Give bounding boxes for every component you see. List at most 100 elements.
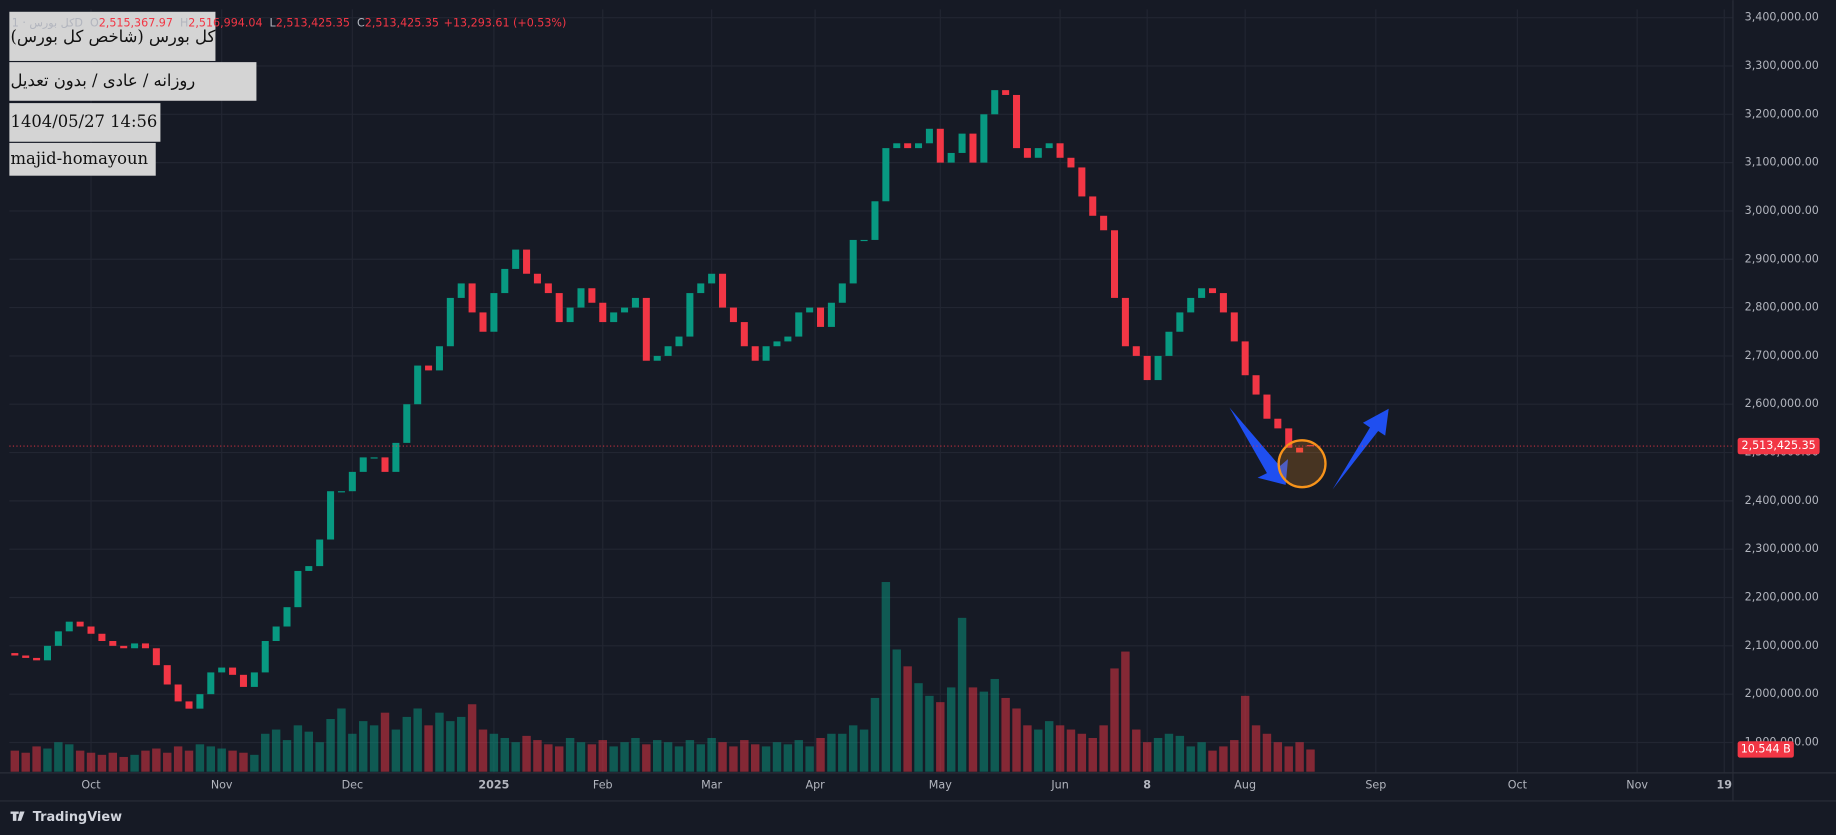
volume-bar (359, 721, 368, 772)
candle-body (1132, 346, 1140, 356)
volume-bar (1001, 697, 1010, 772)
candle-body (751, 346, 759, 361)
volume-bar (652, 740, 662, 772)
note-box (9, 142, 156, 176)
candle-body (305, 566, 313, 571)
candle-body (1208, 288, 1217, 294)
candle-body (425, 365, 433, 371)
volume-bar (1023, 725, 1032, 772)
candle-body (523, 249, 531, 274)
legend: کل بورس · 1D O2,515,367.97 H2,516,994.04 L2… (12, 16, 567, 29)
candle-body (860, 239, 868, 242)
volume-bar (990, 678, 999, 772)
volume-pane (10, 582, 1315, 772)
candle-body (1198, 288, 1206, 298)
volume-bar (86, 752, 96, 772)
volume-bar (54, 742, 63, 772)
candle-body (141, 643, 149, 649)
candle-body (1296, 447, 1304, 453)
candle-body (849, 239, 857, 284)
candle-body (512, 249, 520, 269)
y-tick-label: 2,300,000.00 (1745, 542, 1819, 555)
volume-bar (250, 754, 259, 772)
candle-body (631, 297, 639, 308)
candle-body (784, 336, 792, 342)
candle-body (392, 442, 400, 472)
candle-body (740, 322, 748, 347)
volume-bar (1110, 668, 1119, 772)
volume-bar (97, 754, 107, 772)
volume-bar (1077, 733, 1087, 772)
candle-body (54, 631, 62, 646)
y-tick-label: 3,300,000.00 (1745, 59, 1819, 72)
candle-body (163, 665, 171, 685)
volume-bar (685, 740, 695, 772)
volume-bar (533, 740, 542, 772)
candle-body (969, 133, 977, 163)
x-tick-label: Nov (1626, 779, 1648, 792)
volume-bar (348, 733, 357, 772)
volume-bar (1099, 725, 1108, 772)
volume-bar (565, 737, 575, 772)
x-tick-label: Oct (1508, 779, 1528, 792)
volume-bar (674, 746, 684, 772)
volume-bar (206, 746, 216, 772)
candle-body (337, 491, 345, 493)
candle-body (196, 694, 204, 709)
candle-body (1089, 196, 1097, 216)
volume-bar (805, 746, 814, 772)
volume-bar (173, 746, 183, 772)
note-box (9, 11, 216, 61)
candle-body (131, 643, 139, 649)
candle-body (152, 648, 160, 666)
candle-body (1023, 148, 1031, 158)
volume-bar (1066, 729, 1076, 772)
candle-body (621, 307, 629, 313)
y-tick-label: 2,900,000.00 (1745, 252, 1819, 265)
volume-bar (1132, 729, 1141, 772)
volume-bar (696, 744, 705, 772)
candle-body (327, 491, 335, 540)
volume-bar (794, 740, 803, 772)
candle-body (991, 90, 999, 115)
legend-field-value: 2,513,425.35 (365, 16, 439, 29)
volume-bar (152, 748, 161, 772)
volume-bar (1164, 733, 1174, 772)
candle-body (1067, 157, 1075, 168)
volume-bar (141, 750, 150, 772)
volume-bar (119, 756, 128, 772)
candle-body (1219, 293, 1227, 313)
volume-bar (304, 731, 314, 772)
candle-body (490, 293, 498, 332)
volume-bar (467, 704, 477, 772)
volume-bar (1088, 737, 1097, 772)
candle-body (827, 302, 835, 327)
candle-body (229, 667, 237, 675)
x-tick-label: Nov (211, 779, 233, 792)
candle-body (1230, 312, 1238, 342)
x-tick-label: Oct (81, 779, 101, 792)
brand: TradingView (33, 810, 122, 825)
y-tick-label: 2,700,000.00 (1745, 349, 1819, 362)
volume-bar (718, 742, 727, 772)
candle-body (762, 346, 770, 361)
candle-body (283, 607, 291, 627)
x-tick-label: 2025 (478, 779, 509, 792)
x-tick-label: Dec (342, 779, 364, 792)
candle-body (1078, 167, 1086, 197)
x-tick-label: Jun (1050, 779, 1068, 792)
y-tick-label: 3,000,000.00 (1745, 204, 1819, 217)
volume-bar (511, 742, 520, 772)
candle-body (1154, 355, 1162, 381)
candle-body (1143, 355, 1151, 381)
note-box (9, 62, 257, 101)
candle-body (1274, 418, 1282, 429)
last-price-box (1737, 437, 1820, 455)
legend-change: +13,293.61 (+0.53%) (444, 16, 567, 29)
volume-bar (380, 712, 390, 772)
note-box (9, 103, 161, 142)
volume-bar (827, 733, 836, 772)
candle-body (588, 288, 596, 303)
candle-body (882, 148, 890, 202)
volume-bar (870, 697, 880, 772)
